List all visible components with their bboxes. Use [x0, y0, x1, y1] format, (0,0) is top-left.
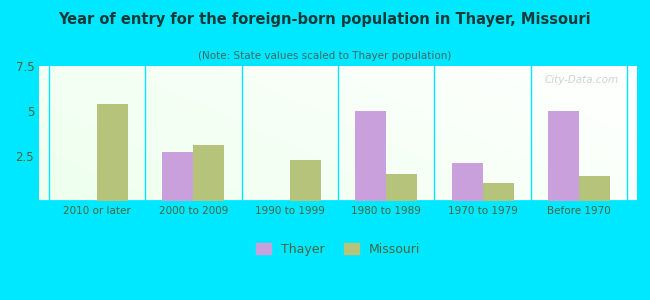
Text: Year of entry for the foreign-born population in Thayer, Missouri: Year of entry for the foreign-born popul…: [58, 12, 592, 27]
Bar: [290, 160, 320, 201]
Text: (Note: State values scaled to Thayer population): (Note: State values scaled to Thayer pop…: [198, 51, 452, 61]
Bar: [579, 176, 610, 201]
Legend: Thayer, Missouri: Thayer, Missouri: [250, 237, 426, 262]
Bar: [356, 111, 386, 201]
Bar: [483, 183, 514, 201]
Bar: [452, 163, 483, 201]
Bar: [97, 104, 128, 201]
Bar: [162, 152, 193, 201]
Bar: [386, 174, 417, 201]
Bar: [193, 145, 224, 201]
Bar: [548, 111, 579, 201]
Text: City-Data.com: City-Data.com: [545, 75, 619, 85]
